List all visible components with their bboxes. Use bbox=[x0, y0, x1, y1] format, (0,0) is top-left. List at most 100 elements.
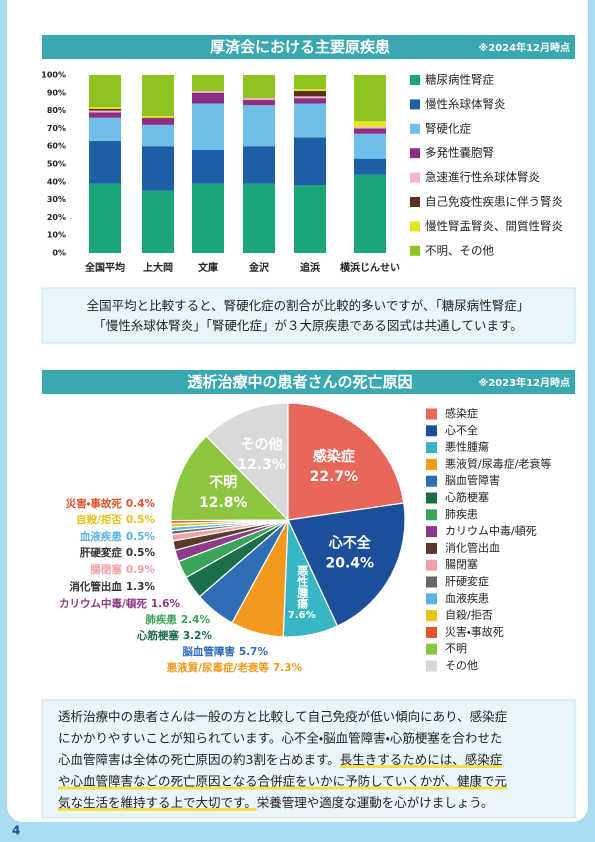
legend-label: 悪性腫瘍 bbox=[445, 440, 489, 454]
x-tick-label: 上大岡 bbox=[143, 261, 173, 274]
pie-slice bbox=[287, 402, 405, 521]
y-tick-label: 40% bbox=[47, 177, 66, 186]
pie-callout-value: 3.2% bbox=[183, 630, 213, 642]
legend-label: 糖尿病性腎症 bbox=[425, 73, 494, 87]
pie-callout: 血液疾患 0.5% bbox=[80, 530, 156, 543]
legend-swatch bbox=[426, 559, 437, 571]
section-title: 厚済会における主要原疾患 bbox=[210, 38, 390, 56]
pie-callout: 肝硬変症 0.5% bbox=[80, 546, 156, 559]
legend-swatch bbox=[410, 75, 420, 85]
bar-segment bbox=[192, 75, 224, 92]
legend-swatch bbox=[426, 542, 437, 554]
bar-segment bbox=[89, 183, 121, 253]
x-tick-label: 追浜 bbox=[300, 261, 320, 274]
legend-swatch bbox=[426, 576, 437, 588]
bar-segment bbox=[243, 183, 275, 253]
bar-segment bbox=[192, 103, 224, 150]
highlight bbox=[58, 786, 508, 790]
bar-segment bbox=[243, 146, 275, 184]
legend-label: 肝硬変症 bbox=[445, 575, 489, 588]
note-box bbox=[41, 699, 576, 819]
legend-label: 脳血管障害 bbox=[445, 473, 500, 487]
legend-swatch bbox=[426, 610, 437, 622]
pie-callout-name: 肺疾患 bbox=[145, 613, 177, 626]
legend-label: 感染症 bbox=[445, 406, 478, 420]
pie-callout: 自殺/拒否 0.5% bbox=[76, 513, 155, 526]
y-tick-label: 80% bbox=[47, 106, 66, 115]
bar-segment bbox=[294, 98, 326, 104]
section-bar bbox=[42, 35, 575, 59]
pie-callout-value: 5.7% bbox=[239, 646, 269, 658]
legend-swatch bbox=[426, 526, 437, 538]
bar-segment bbox=[243, 99, 275, 106]
pie-callout-value: 0.5% bbox=[126, 531, 156, 543]
y-tick-label: 50% bbox=[47, 160, 66, 169]
bar-segment bbox=[294, 185, 326, 253]
legend-label: 多発性嚢胞腎 bbox=[425, 146, 494, 160]
pie-slice bbox=[287, 502, 406, 627]
pie-value: 7.6% bbox=[288, 610, 316, 621]
pie-label: 心不全 bbox=[328, 534, 371, 551]
bar-segment bbox=[142, 190, 174, 253]
bar-segment bbox=[243, 98, 275, 100]
pie-callout-value: 1.3% bbox=[126, 581, 156, 593]
y-tick-label: 10% bbox=[47, 231, 66, 240]
pie-callout: 消化管出血 1.3% bbox=[69, 580, 155, 593]
bar-segment bbox=[294, 103, 326, 138]
legend-swatch bbox=[426, 492, 437, 504]
legend-swatch bbox=[410, 148, 420, 159]
pie-callout: 心筋梗塞 3.2% bbox=[136, 629, 213, 642]
pie-callout-value: 0.9% bbox=[126, 564, 156, 576]
x-tick-label: 金沢 bbox=[249, 261, 270, 274]
pie-callout-name: 血液疾患 bbox=[80, 530, 122, 543]
legend-label: 慢性腎盂腎炎、間質性腎炎 bbox=[425, 219, 563, 233]
bar-segment bbox=[243, 75, 275, 99]
pie-value: 12.8% bbox=[199, 495, 248, 511]
pie-label: 感染症 bbox=[313, 448, 355, 465]
legend-label: 腸閉塞 bbox=[445, 558, 478, 571]
bar-segment bbox=[89, 108, 121, 111]
bar-segment bbox=[354, 75, 386, 122]
bar-segment bbox=[294, 89, 326, 92]
bar-segment bbox=[192, 92, 224, 104]
legend-label: 急速進行性糸球体腎炎 bbox=[425, 170, 540, 184]
highlight bbox=[339, 765, 503, 768]
y-tick-label: 100% bbox=[41, 71, 66, 80]
x-tick-label: 横浜じんせい bbox=[340, 261, 400, 274]
note-text: 全国平均と比較すると、腎硬化症の割合が比較的多いですが、「糖尿病性腎症」 bbox=[87, 298, 530, 313]
legend-swatch bbox=[410, 197, 420, 207]
pie-callout: 脳血管障害 5.7% bbox=[182, 645, 268, 658]
note-line: や心血管障害などの死亡原因となる合併症をいかに予防していくかが、健康で元 bbox=[58, 773, 507, 788]
note-line: にかかりやすいことが知られています。心不全・脳血管障害・心筋梗塞を合わせた bbox=[58, 730, 502, 745]
bar-segment bbox=[142, 146, 174, 191]
pie-slice bbox=[205, 402, 289, 522]
section-note: ※2024年12月時点 bbox=[479, 41, 570, 54]
note-text: 透析治療中の患者さんは一般の方と比較して自己免疫が低い傾向にあり、感染症 bbox=[58, 709, 507, 724]
bar-segment bbox=[294, 137, 326, 186]
pie-value: 12.3% bbox=[237, 457, 286, 473]
legend-label: 不明、その他 bbox=[425, 243, 494, 257]
legend-label: 慢性糸球体腎炎 bbox=[425, 97, 506, 111]
highlight bbox=[58, 808, 257, 811]
bar-segment bbox=[294, 91, 326, 97]
legend-swatch bbox=[426, 660, 437, 672]
note-text: 気な生活を維持する上で大切です。 bbox=[58, 795, 257, 810]
pie-callout-name: 脳血管障害 bbox=[182, 645, 235, 658]
pie-callout: 肺疾患 2.4% bbox=[145, 613, 210, 626]
legend-label: 悪液質/尿毒症/老衰等 bbox=[445, 456, 551, 470]
legend-swatch bbox=[426, 425, 437, 437]
legend-swatch bbox=[426, 593, 437, 605]
bar-segment bbox=[354, 126, 386, 129]
pie-callout-value: 7.3% bbox=[273, 662, 303, 674]
pie-callout-name: 自殺/拒否 bbox=[76, 513, 122, 526]
bar-segment bbox=[354, 158, 386, 175]
pie-callout-name: 悪液質/尿毒症/老衰等 bbox=[167, 661, 270, 674]
pie-label: 不明 bbox=[209, 475, 237, 491]
bar-segment bbox=[89, 117, 121, 141]
bar-segment bbox=[142, 75, 174, 116]
note-line: 「慢性糸球体腎炎」「腎硬化症」が３大原疾患である図式は共通しています。 bbox=[93, 318, 523, 333]
legend-swatch bbox=[426, 475, 437, 487]
note-text: 心血管障害は全体の死亡原因の約3割を占めます。 bbox=[58, 752, 340, 767]
pie-callout: 悪液質/尿毒症/老衰等 7.3% bbox=[167, 661, 303, 674]
